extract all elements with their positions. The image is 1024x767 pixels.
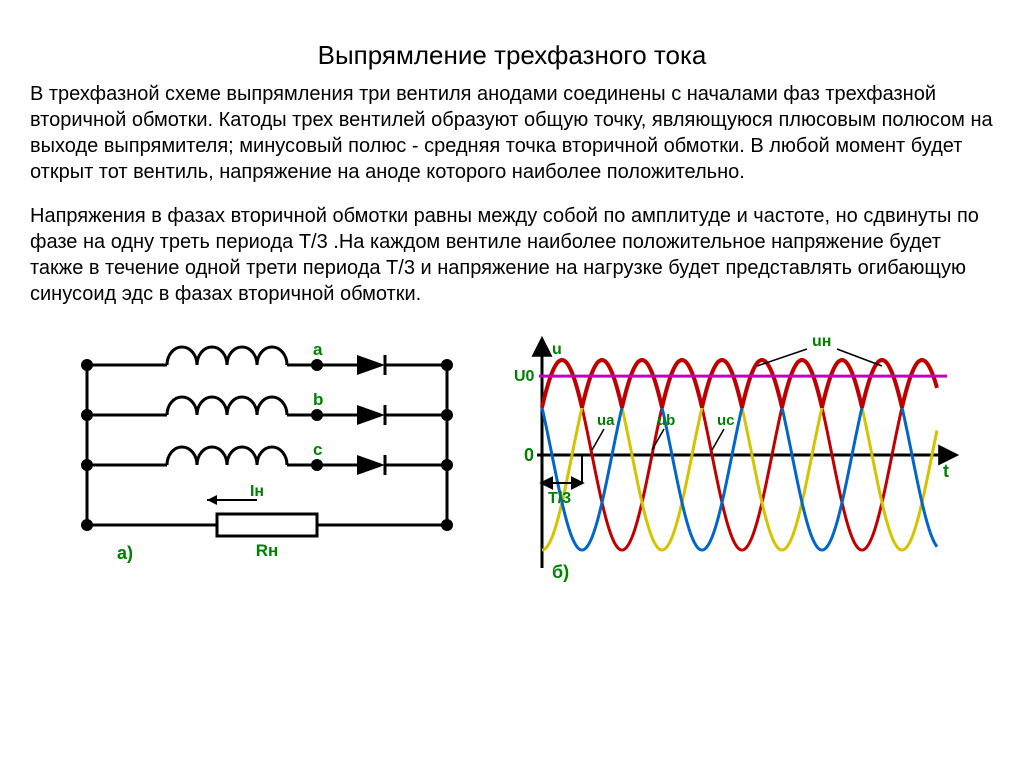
svg-text:Iн: Iн: [250, 483, 264, 500]
paragraph-1: В трехфазной схеме выпрямления три венти…: [30, 81, 994, 185]
paragraph-2: Напряжения в фазах вторичной обмотки рав…: [30, 203, 994, 307]
svg-text:ub: ub: [657, 412, 675, 429]
svg-text:T/3: T/3: [548, 490, 571, 507]
waveform-svg: u U0 0 t ua ub uc uн T/3 б): [497, 325, 967, 585]
svg-text:b: b: [313, 390, 323, 409]
svg-text:c: c: [313, 440, 322, 459]
svg-text:Rн: Rн: [256, 541, 279, 560]
svg-text:U0: U0: [514, 368, 535, 385]
page-title: Выпрямление трехфазного тока: [30, 40, 994, 71]
svg-text:0: 0: [524, 445, 534, 465]
svg-text:б): б): [552, 562, 569, 582]
svg-text:ua: ua: [597, 412, 615, 429]
svg-text:а): а): [117, 543, 133, 563]
svg-text:uн: uн: [812, 333, 831, 350]
waveform-figure: u U0 0 t ua ub uc uн T/3 б): [497, 325, 967, 585]
svg-text:uc: uc: [717, 412, 735, 429]
svg-text:u: u: [552, 341, 562, 358]
svg-text:t: t: [943, 461, 949, 481]
schematic-figure: a b c Iн Rн а): [57, 325, 477, 585]
svg-text:a: a: [313, 340, 323, 359]
schematic-svg: a b c Iн Rн а): [57, 325, 477, 585]
